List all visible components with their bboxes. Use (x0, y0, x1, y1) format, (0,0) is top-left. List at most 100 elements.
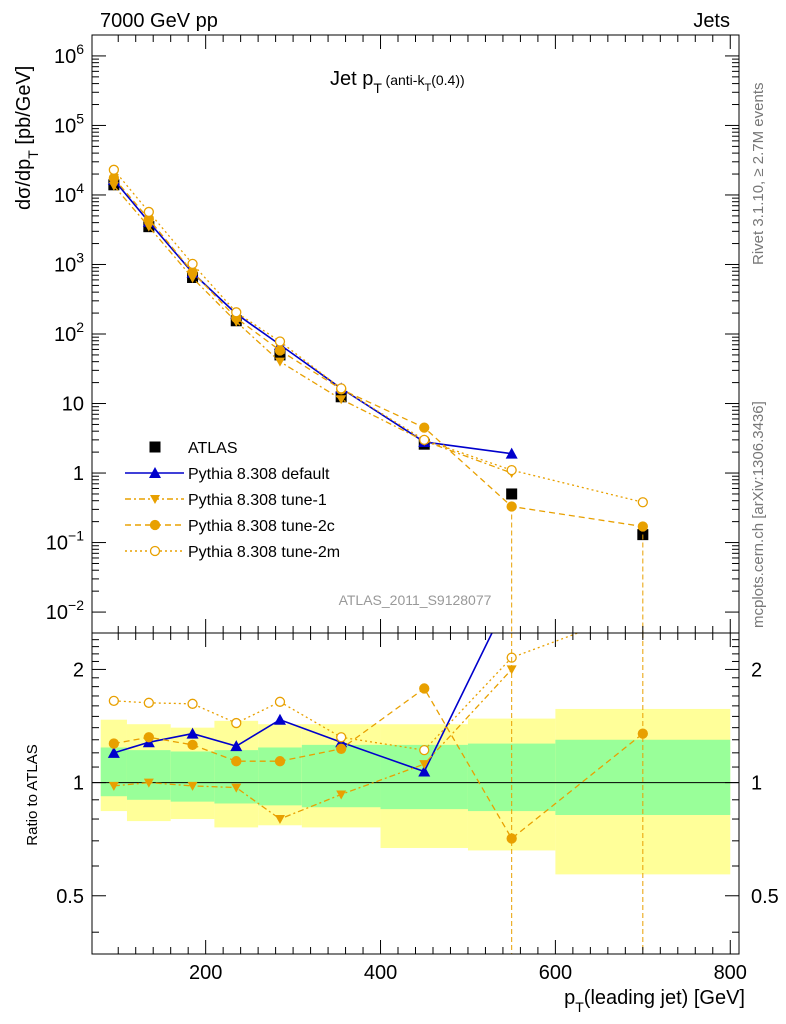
watermark: ATLAS_2011_S9128077 (339, 592, 492, 608)
legend-entry-pythia-8-308-tune-1: Pythia 8.308 tune-1 (125, 492, 327, 509)
legend-marker (150, 495, 160, 504)
ratio-y-tick-label: 2 (73, 659, 84, 681)
ratio-series-pythia-8-308-tune-2c (108, 683, 648, 844)
ratio-series-point (143, 778, 154, 788)
ratio-y-tick-label-right: 2 (751, 659, 762, 681)
series-point (419, 422, 430, 433)
uncertainty-band-inner (380, 744, 468, 810)
series-point (336, 383, 347, 394)
x-tick-label: 200 (189, 962, 222, 984)
ratio-series-point (274, 696, 286, 707)
x-tick-label: 400 (364, 962, 397, 984)
ratio-y-axis-label: Ratio to ATLAS (24, 744, 41, 845)
ratio-series-point (418, 765, 431, 777)
ratio-series-point (187, 781, 198, 791)
ratio-panel: 0.5 0.5 1 1 2 2 200 400 600 800 Ratio to ATLAS pT… (24, 632, 779, 1015)
series-atlas (108, 179, 649, 541)
ratio-series-point (336, 732, 347, 743)
legend-marker (149, 441, 161, 453)
main-y-tick-label: 106 (54, 41, 84, 68)
ratio-series-point (187, 698, 198, 709)
ratio-series-line (113, 633, 493, 773)
main-y-axis-label: dσ/dpT [pb/GeV] (13, 66, 41, 210)
series-pythia-8-308-tune-2m (108, 164, 648, 508)
main-y-tick-label: 1 (73, 463, 84, 485)
series-point (336, 395, 347, 405)
ratio-series-point (231, 717, 242, 729)
rivet-version-label: Rivet 3.1.10, ≥ 2.7M events (750, 83, 767, 266)
legend-entry-atlas: ATLAS (149, 440, 238, 457)
uncertainty-band-inner (126, 750, 171, 800)
legend-entry-pythia-8-308-tune-2m: Pythia 8.308 tune-2m (125, 544, 340, 561)
main-panel-title: Jet pT (anti-kT(0.4)) (330, 68, 465, 96)
series-point (108, 181, 119, 191)
legend-label: Pythia 8.308 tune-2m (188, 544, 340, 561)
header-analysis-type: Jets (693, 10, 730, 32)
series-pythia-8-308-tune-1 (108, 181, 517, 479)
series-point (187, 258, 198, 270)
ratio-series-point (419, 744, 430, 756)
series-point (143, 222, 154, 232)
ratio-y-tick-label: 0.5 (56, 886, 84, 908)
ratio-series-point (419, 683, 430, 694)
ratio-series-point (143, 697, 154, 708)
ratio-series-point (274, 815, 285, 825)
series-pythia-8-308-tune-2c (108, 172, 648, 532)
legend-label: Pythia 8.308 tune-1 (188, 492, 327, 509)
main-y-tick-label: 10−1 (46, 528, 84, 555)
series-point (419, 434, 430, 446)
legend-marker (149, 519, 161, 531)
x-tick-label: 800 (714, 962, 747, 984)
ratio-series-point (231, 756, 242, 767)
main-y-tick-label: 102 (54, 319, 84, 346)
mcplots-label: mcplots.cern.ch [arXiv:1306.3436] (750, 401, 767, 628)
ratio-series-point (108, 738, 120, 749)
series-point (108, 164, 120, 175)
series-point (505, 447, 518, 459)
main-y-tick-label: 10−2 (46, 597, 84, 624)
series-point (637, 497, 648, 508)
legend-label: Pythia 8.308 default (188, 466, 330, 483)
ratio-series-point (107, 746, 120, 758)
ratio-y-tick-label: 1 (73, 773, 84, 795)
main-y-tick-label: 105 (54, 110, 84, 137)
ratio-series-point (273, 713, 286, 725)
legend-marker (149, 545, 161, 557)
ratio-series-pythia-8-308-tune-2m (108, 633, 580, 756)
ratio-series-point (108, 695, 120, 706)
legend-entry-pythia-8-308-tune-2c: Pythia 8.308 tune-2c (125, 518, 335, 535)
ratio-series-point (336, 743, 347, 754)
legend: ATLAS Pythia 8.308 default Pythia 8.308 tu… (125, 440, 340, 561)
series-line (113, 185, 512, 474)
ratio-series-point (143, 732, 154, 743)
atlas-data-point (506, 488, 518, 500)
ratio-series-pythia-8-308-tune-1 (108, 665, 517, 825)
series-point (143, 206, 154, 218)
header-collision-label: 7000 GeV pp (100, 10, 218, 32)
ratio-series-point (186, 727, 199, 739)
x-axis-label: pT(leading jet) [GeV] (564, 987, 745, 1015)
series-point (506, 465, 517, 476)
series-point (274, 345, 286, 356)
series-point (231, 307, 242, 318)
series-pythia-8-308-default (107, 173, 518, 459)
legend-marker (149, 467, 161, 478)
ratio-series-point (336, 790, 347, 800)
series-line (113, 179, 512, 455)
main-y-tick-label: 104 (54, 180, 84, 207)
series-point (274, 357, 285, 367)
main-y-tick-label: 10 (62, 394, 84, 416)
legend-label: ATLAS (188, 440, 238, 457)
ratio-y-tick-label-right: 0.5 (751, 886, 779, 908)
ratio-series-pythia-8-308-default (107, 633, 493, 777)
main-y-tick-label: 103 (54, 249, 84, 276)
ratio-series-point (419, 760, 430, 770)
legend-entry-pythia-8-308-default: Pythia 8.308 default (125, 466, 330, 483)
ratio-series-point (231, 783, 242, 793)
ratio-series-point (187, 739, 198, 751)
legend-label: Pythia 8.308 tune-2c (188, 518, 335, 535)
uncertainty-band-inner (170, 751, 215, 802)
ratio-y-tick-label-right: 1 (751, 773, 762, 795)
